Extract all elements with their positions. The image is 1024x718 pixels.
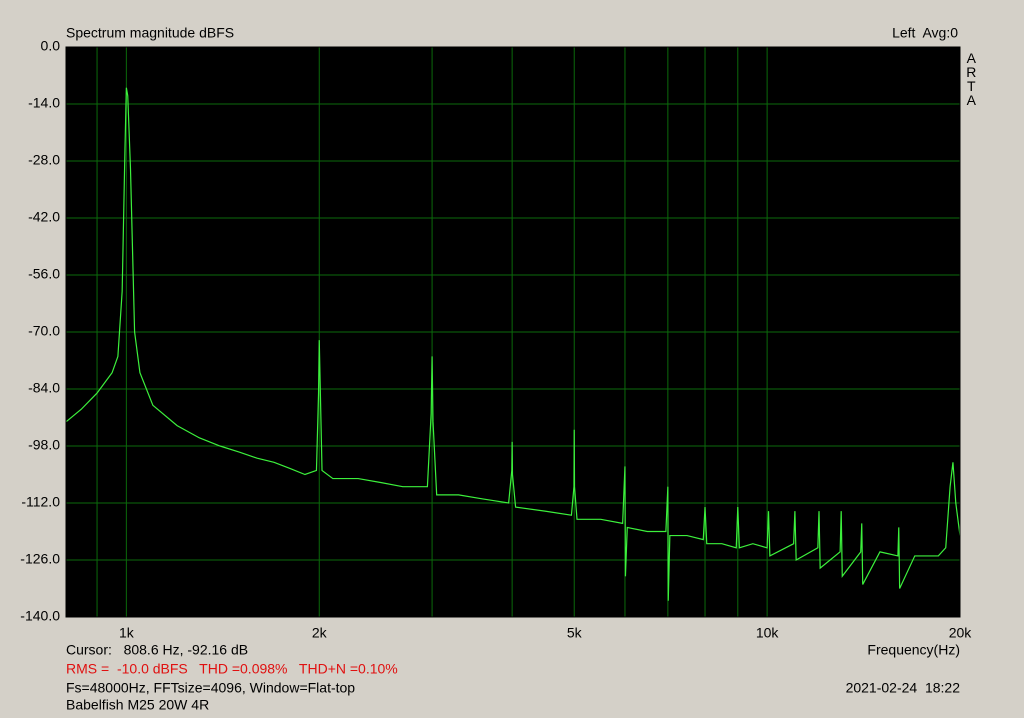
device: Babelfish M25 20W 4R — [66, 697, 209, 713]
channel-label: Left Avg:0 — [892, 25, 958, 41]
x-tick-label: 5k — [567, 625, 583, 641]
measurement: RMS = -10.0 dBFS THD =0.098% THD+N =0.10… — [66, 661, 398, 677]
y-tick-label: 0.0 — [41, 38, 61, 54]
y-tick-label: -126.0 — [20, 551, 60, 567]
y-tick-label: -42.0 — [28, 209, 60, 225]
x-tick-label: 10k — [756, 625, 780, 641]
y-tick-label: -84.0 — [28, 380, 60, 396]
brand: ARTA — [963, 50, 979, 106]
y-tick-label: -140.0 — [20, 608, 60, 624]
x-axis-label: Frequency(Hz) — [867, 642, 960, 658]
x-tick-label: 2k — [312, 625, 328, 641]
y-tick-label: -56.0 — [28, 266, 60, 282]
y-tick-label: -98.0 — [28, 437, 60, 453]
plot-frame — [65, 46, 961, 618]
y-tick-label: -28.0 — [28, 152, 60, 168]
y-tick-label: -70.0 — [28, 323, 60, 339]
y-tick-label: -14.0 — [28, 95, 60, 111]
y-tick-label: -112.0 — [21, 494, 60, 510]
x-tick-label: 1k — [119, 625, 135, 641]
x-tick-label: 20k — [949, 625, 973, 641]
cursor: Cursor: 808.6 Hz, -92.16 dB — [66, 642, 248, 658]
chart-title: Spectrum magnitude dBFS — [66, 25, 234, 41]
spectrum-line — [65, 87, 961, 601]
settings: Fs=48000Hz, FFTsize=4096, Window=Flat-to… — [66, 680, 355, 696]
timestamp: 2021-02-24 18:22 — [846, 680, 961, 696]
